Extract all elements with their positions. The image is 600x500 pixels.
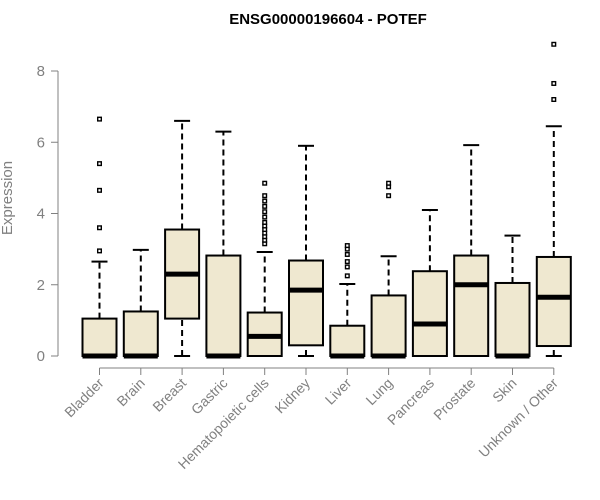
outlier-point (262, 198, 268, 204)
iqr-box (288, 259, 324, 347)
outlier-point (96, 116, 102, 122)
iqr-box (329, 324, 366, 357)
box-hematopoietic-cells (246, 180, 283, 358)
box-prostate (453, 144, 490, 358)
outlier-point (344, 259, 350, 265)
iqr-box (453, 254, 490, 358)
x-tick-label: Skin (489, 375, 520, 406)
iqr-box (122, 310, 159, 357)
outlier-point (551, 41, 557, 47)
x-tick-label: Brain (113, 375, 147, 409)
x-tick-label: Prostate (430, 375, 478, 423)
y-axis-label: Expression (0, 161, 16, 235)
box-pancreas (411, 208, 448, 357)
outlier-point (262, 219, 268, 225)
outlier-point (344, 243, 350, 249)
y-tick-label: 0 (37, 348, 45, 365)
box-bladder (81, 116, 118, 359)
outlier-point (262, 203, 268, 209)
outlier-point (262, 193, 268, 199)
iqr-box (205, 254, 242, 358)
y-tick-label: 8 (37, 63, 45, 80)
y-tick-label: 2 (37, 277, 45, 294)
outlier-point (262, 209, 268, 215)
outlier-point (344, 264, 350, 270)
y-tick-label: 6 (37, 134, 45, 151)
box-kidney (288, 144, 324, 357)
y-tick-label: 4 (37, 206, 45, 223)
y-axis: 0 2 4 6 8 (37, 63, 59, 365)
box-lung (370, 180, 407, 359)
x-tick-label: Liver (322, 375, 355, 408)
iqr-box (535, 255, 572, 348)
outlier-point (96, 161, 102, 167)
outlier-point (96, 248, 102, 254)
x-tick-label: Breast (149, 375, 189, 415)
iqr-box (370, 294, 407, 357)
outlier-point (386, 180, 392, 186)
outlier-point (344, 273, 350, 279)
x-tick-label: Bladder (61, 375, 107, 421)
box-skin (494, 234, 531, 359)
box-unknown-other (535, 41, 572, 357)
box-brain (122, 248, 159, 359)
outlier-point (551, 80, 557, 86)
outlier-point (344, 251, 350, 257)
x-tick-label: Lung (362, 375, 395, 408)
outlier-point (551, 96, 557, 102)
chart-title: ENSG00000196604 - POTEF (229, 11, 427, 28)
outlier-point (96, 187, 102, 193)
box-gastric (205, 130, 242, 359)
iqr-box (494, 281, 531, 357)
plot-area (81, 41, 572, 359)
outlier-point (96, 225, 102, 231)
iqr-box (81, 317, 118, 357)
iqr-box (411, 270, 448, 357)
outlier-point (386, 193, 392, 199)
x-tick-label: Kidney (272, 375, 314, 417)
outlier-point (262, 214, 268, 220)
outlier-point (262, 180, 268, 186)
box-liver (329, 243, 366, 359)
box-breast (164, 119, 201, 357)
